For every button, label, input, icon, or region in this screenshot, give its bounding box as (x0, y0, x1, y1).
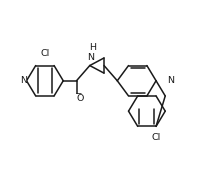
Text: N: N (20, 76, 27, 85)
Text: O: O (76, 94, 84, 103)
Text: H: H (89, 43, 96, 52)
Text: N: N (87, 52, 94, 62)
Text: Cl: Cl (40, 49, 50, 58)
Text: N: N (167, 76, 174, 85)
Text: Cl: Cl (151, 133, 161, 142)
